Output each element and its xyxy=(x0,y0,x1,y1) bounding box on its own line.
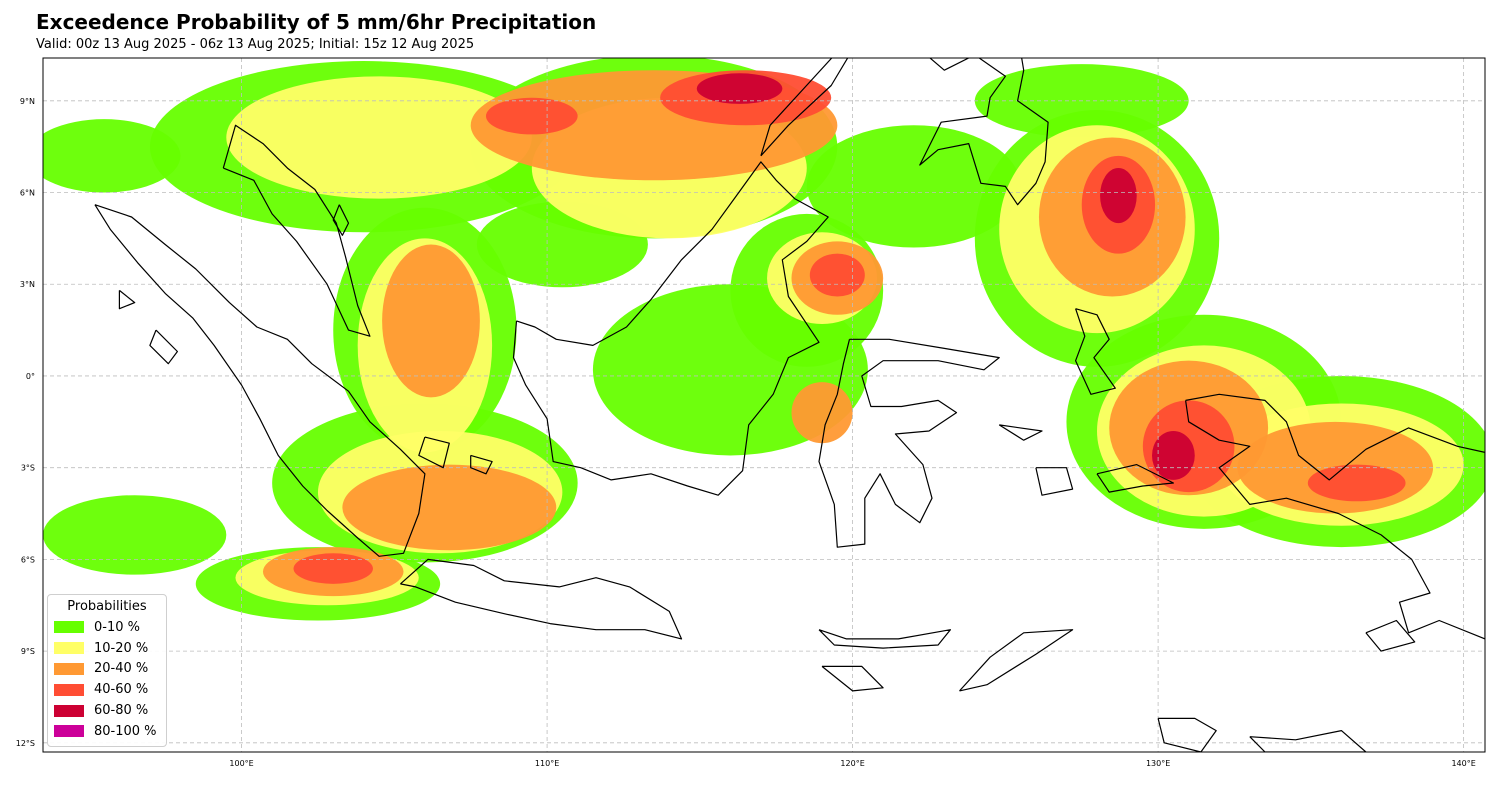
coastline-22 xyxy=(998,424,1043,441)
precip-area-36 xyxy=(809,253,865,297)
lat-tick-label: 3°N xyxy=(20,280,35,289)
coastline-21 xyxy=(470,454,493,475)
coastline-15 xyxy=(149,329,178,365)
precip-area-34 xyxy=(485,97,578,135)
map-frame xyxy=(42,57,1486,753)
coastline-0 xyxy=(94,204,426,557)
precip-area-25 xyxy=(382,244,480,398)
lon-tick-label: 120°E xyxy=(840,759,864,768)
lat-tick-label: 3°S xyxy=(21,464,35,473)
coastline-2 xyxy=(512,161,829,496)
lat-tick-label: 6°S xyxy=(21,555,35,564)
lat-tick-label: 9°N xyxy=(20,97,35,106)
legend-swatch xyxy=(54,725,84,738)
coastline-7 xyxy=(919,58,1049,206)
legend-item: 0-10 % xyxy=(48,617,166,638)
precip-area-39 xyxy=(1307,464,1406,502)
precip-area-35 xyxy=(293,553,373,584)
lat-tick-label: 9°S xyxy=(21,647,35,656)
coastlines xyxy=(94,58,1485,752)
coastline-18 xyxy=(1157,717,1217,752)
legend-swatch xyxy=(54,704,84,717)
coastline-20 xyxy=(418,436,450,469)
legend-item: 20-40 % xyxy=(48,659,166,680)
legend-item: 40-60 % xyxy=(48,679,166,700)
coastline-17 xyxy=(1365,619,1416,652)
legend-label: 60-80 % xyxy=(94,703,149,719)
coastline-14 xyxy=(118,289,136,310)
map-title: Exceedence Probability of 5 mm/6hr Preci… xyxy=(36,10,597,34)
precip-area-4 xyxy=(806,125,1021,248)
coastline-11 xyxy=(959,629,1074,692)
lon-tick-label: 130°E xyxy=(1146,759,1170,768)
precipitation-layer xyxy=(43,58,1485,621)
lon-tick-label: 110°E xyxy=(535,759,559,768)
legend-swatch xyxy=(54,683,84,696)
legend-title: Probabilities xyxy=(67,599,147,614)
coastline-12 xyxy=(1035,467,1074,496)
legend-swatch xyxy=(54,662,84,675)
precip-area-40 xyxy=(696,73,783,104)
coastline-5 xyxy=(1185,393,1485,640)
precip-area-41 xyxy=(1100,168,1137,224)
lat-tick-label: 12°S xyxy=(16,739,35,748)
precip-area-1 xyxy=(43,119,181,193)
lon-tick-label: 140°E xyxy=(1451,759,1475,768)
legend-label: 40-60 % xyxy=(94,682,149,698)
legend-label: 10-20 % xyxy=(94,640,149,656)
coastline-16 xyxy=(332,204,350,236)
coastline-19 xyxy=(1249,730,1367,752)
coastline-4 xyxy=(818,338,1000,548)
coastline-6 xyxy=(1075,308,1116,395)
precip-area-32 xyxy=(791,382,853,444)
legend-label: 80-100 % xyxy=(94,723,157,739)
legend-label: 0-10 % xyxy=(94,619,140,635)
legend-label: 20-40 % xyxy=(94,661,149,677)
legend-item: 10-20 % xyxy=(48,638,166,659)
legend-swatch xyxy=(54,621,84,634)
legend-item: 80-100 % xyxy=(48,721,166,742)
precip-area-8 xyxy=(43,495,227,575)
coastline-13 xyxy=(1096,464,1174,493)
lat-tick-label: 6°N xyxy=(20,189,35,198)
coastline-8 xyxy=(760,58,849,157)
coastline-3 xyxy=(400,558,683,640)
lat-tick-label: 0° xyxy=(26,372,35,381)
legend-item: 60-80 % xyxy=(48,700,166,721)
graticule xyxy=(43,58,1485,752)
map-subtitle: Valid: 00z 13 Aug 2025 - 06z 13 Aug 2025… xyxy=(36,37,475,52)
coastline-1 xyxy=(222,124,371,337)
lon-tick-label: 100°E xyxy=(229,759,253,768)
probability-legend: Probabilities 0-10 % 10-20 % 20-40 % 40-60 … xyxy=(47,594,167,747)
coastline-9 xyxy=(818,629,951,649)
coastline-10 xyxy=(821,665,884,692)
axis-tick-labels: 9°N 6°N 3°N 0° 3°S 6°S 9°S 12°S 100°E 110°E 120°E 1… xyxy=(16,97,1476,768)
precip-area-15 xyxy=(226,76,532,199)
legend-swatch xyxy=(54,642,84,655)
precip-area-26 xyxy=(342,464,557,551)
